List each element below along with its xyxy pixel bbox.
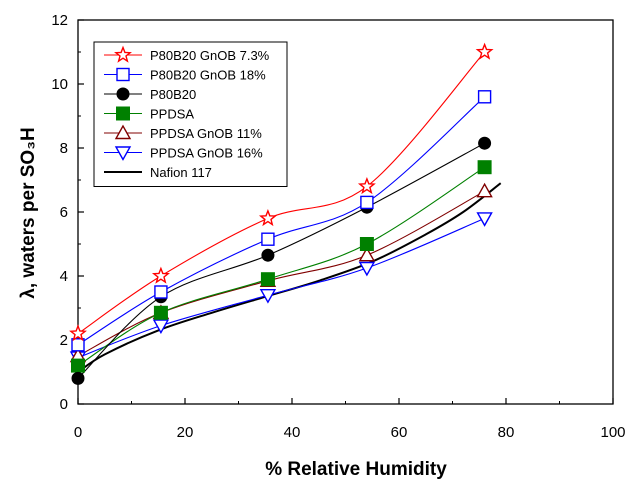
legend-marker [116, 106, 130, 121]
legend-label: P80B20 [150, 87, 196, 102]
x-axis-title: % Relative Humidity [265, 459, 447, 480]
series-ppdsa-gnob-16- [77, 217, 485, 359]
data-point [360, 195, 374, 210]
x-tick-label: 100 [600, 424, 625, 441]
y-tick-label: 8 [60, 140, 68, 157]
legend-marker [114, 124, 132, 140]
x-tick-label: 20 [177, 424, 194, 441]
data-point [154, 285, 168, 299]
data-point [261, 248, 275, 262]
legend: P80B20 GnOB 7.3% P80B20 GnOB 18% P80B20 PPD… [93, 41, 288, 187]
series-line [77, 190, 485, 357]
y-tick-label: 6 [60, 204, 68, 221]
data-point [259, 289, 277, 304]
data-point [478, 136, 492, 150]
series-ppdsa [77, 166, 485, 367]
series-line [77, 217, 485, 359]
data-point [358, 246, 376, 262]
legend-label: P80B20 GnOB 18% [150, 68, 266, 83]
x-tick-label: 60 [391, 424, 408, 441]
data-point [258, 208, 277, 227]
data-point [359, 237, 374, 251]
series-points [71, 90, 492, 352]
y-axis-title: λ, waters per SO₃H [18, 127, 39, 298]
series-points [69, 42, 494, 342]
data-point [151, 266, 170, 284]
data-point [153, 305, 168, 320]
legend-label: PPDSA GnOB 11% [150, 126, 262, 141]
legend-marker [114, 45, 132, 63]
data-point [71, 338, 85, 352]
y-tick-label: 0 [60, 396, 68, 413]
data-point [71, 371, 85, 385]
series-ppdsa-gnob-11- [77, 190, 485, 357]
data-point [358, 261, 376, 277]
data-point [476, 182, 493, 198]
legend-label: PPDSA GnOB 16% [150, 146, 263, 161]
series-layer [69, 42, 502, 385]
data-point [71, 358, 85, 373]
data-point [260, 272, 275, 287]
legend-label: P80B20 GnOB 7.3% [150, 48, 270, 63]
y-tick-label: 4 [60, 268, 68, 285]
data-point [152, 319, 170, 335]
data-point [477, 160, 492, 175]
x-tick-label: 40 [284, 424, 301, 441]
legend-marker [114, 146, 132, 161]
x-tick-label: 80 [498, 424, 515, 441]
data-point [475, 42, 494, 60]
y-tick-label: 12 [51, 12, 68, 29]
legend-marker [116, 67, 130, 82]
series-points [71, 160, 492, 373]
data-point [477, 90, 492, 104]
legend-label: Nafion 117 [150, 165, 212, 180]
x-tick-label: 0 [74, 424, 82, 441]
y-tick-label: 10 [51, 76, 68, 93]
data-point [261, 232, 275, 246]
series-line [77, 166, 485, 367]
y-tick-label: 2 [60, 332, 68, 349]
data-point [476, 212, 493, 227]
legend-marker [116, 87, 130, 101]
series-points [69, 212, 493, 367]
data-point [357, 176, 376, 195]
legend-label: PPDSA [150, 107, 194, 122]
data-point [69, 324, 87, 342]
